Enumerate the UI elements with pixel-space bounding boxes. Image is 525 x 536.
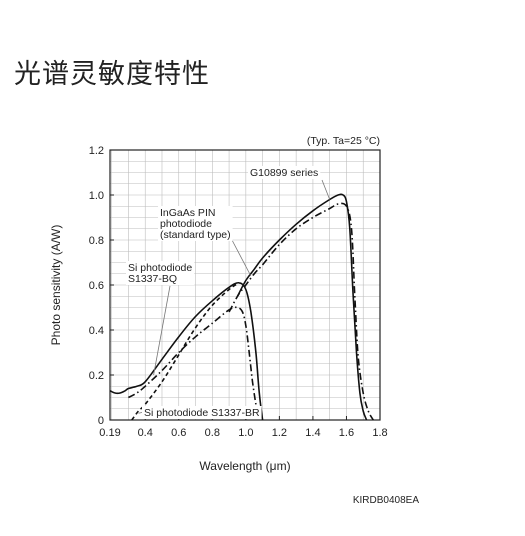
annotation-bg (248, 166, 321, 179)
x-tick-label: 1.0 (238, 427, 253, 439)
y-axis-label: Photo sensitivity (A/W) (49, 225, 63, 346)
annotations: G10899 series InGaAs PINphotodiode(standa… (126, 166, 331, 419)
annotation-label: Si photodiode (128, 262, 192, 274)
annotation-label: Si photodiode S1337-BR (144, 407, 260, 419)
series-line-3 (131, 282, 240, 420)
x-tick-label: 1.2 (272, 427, 287, 439)
annotation-label: G10899 series (250, 167, 318, 179)
annotation-bg (126, 261, 195, 285)
x-tick-label: 0.8 (205, 427, 220, 439)
series-line-4 (128, 306, 261, 420)
annotation-leader (153, 285, 171, 376)
x-tick-label: 1.4 (305, 427, 320, 439)
series-line-0 (236, 193, 368, 420)
y-tick-label: 1.0 (89, 190, 104, 202)
grid (110, 150, 380, 420)
series-line-1 (228, 202, 375, 420)
annotation-bg (158, 206, 233, 241)
x-tick-label: 1.8 (372, 427, 387, 439)
y-tick-label: 0.6 (89, 280, 104, 292)
page-title: 光谱灵敏度特性 (14, 59, 210, 90)
y-tick-label: 1.2 (89, 145, 104, 157)
x-tick-label: 0.4 (138, 427, 153, 439)
ticks: 0.19 0.4 0.6 0.8 1.0 1.2 1.4 1.6 1.8 0 0.2 0.4 0.6 0.… (89, 145, 388, 439)
series-group (110, 193, 375, 420)
y-tick-label: 0 (98, 415, 104, 427)
annotation-leader (231, 239, 252, 277)
y-tick-label: 0.2 (89, 370, 104, 382)
y-tick-label: 0.4 (89, 325, 104, 337)
annotation-label: S1337-BQ (128, 273, 177, 285)
annotation-label: InGaAs PIN (160, 207, 215, 219)
x-tick-label: 1.6 (339, 427, 354, 439)
annotation-leader (321, 179, 331, 200)
condition-label: (Typ. Ta=25 °C) (307, 135, 380, 147)
figure-code: KIRDB0408EA (353, 495, 419, 506)
annotation-label: (standard type) (160, 229, 231, 241)
x-tick-label: 0.19 (99, 427, 120, 439)
annotation-label: photodiode (160, 218, 212, 230)
series-line-2 (110, 281, 264, 420)
x-tick-label: 0.6 (171, 427, 186, 439)
y-tick-label: 0.8 (89, 235, 104, 247)
annotation-bg (142, 406, 262, 419)
x-axis-label: Wavelength (μm) (199, 459, 290, 473)
